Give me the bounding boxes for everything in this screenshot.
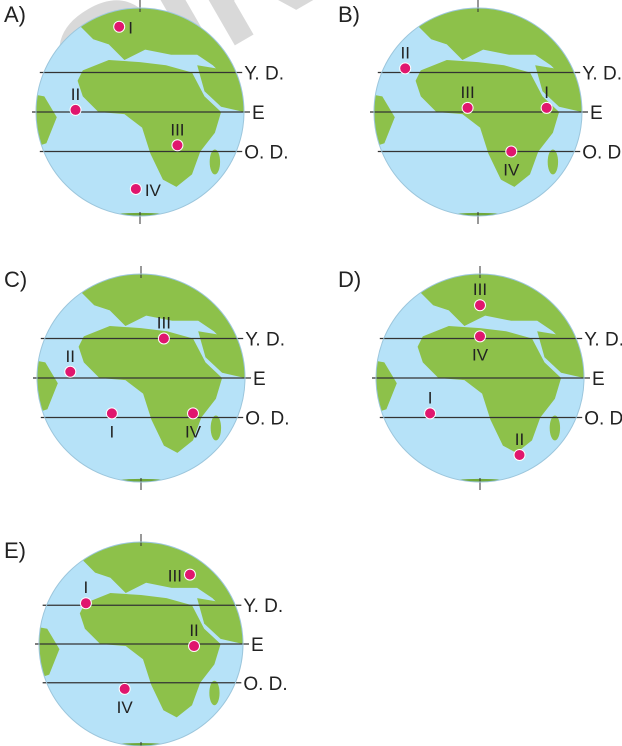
arabia-landmass <box>198 331 245 378</box>
globe-outline <box>35 7 245 217</box>
arabia-landmass <box>197 598 243 644</box>
option-c[interactable]: C) Y. D. E O. D. III II I IV <box>0 265 300 490</box>
africa-landmass <box>417 326 562 453</box>
africa-landmass <box>415 60 560 187</box>
marker-label-I: I <box>544 83 549 102</box>
marker-label-IV: IV <box>145 181 162 200</box>
option-a[interactable]: A) Y. D. E O. D. I II III IV <box>0 0 300 225</box>
globe-outline <box>38 541 244 746</box>
marker-I <box>113 20 126 33</box>
marker-label-III: III <box>157 313 171 332</box>
marker-II <box>513 448 526 461</box>
madagascar-landmass <box>210 415 222 441</box>
marker-II <box>188 640 201 653</box>
arabia-landmass <box>197 65 244 112</box>
marker-I <box>540 101 553 114</box>
marker-label-II: II <box>400 43 409 62</box>
arabia-landmass <box>535 65 582 112</box>
marker-label-I: I <box>84 578 89 597</box>
africa-landmass <box>78 326 223 453</box>
marker-IV <box>474 330 486 343</box>
madagascar-landmass <box>209 149 221 175</box>
latitude-label-south: O. D. <box>582 143 622 164</box>
marker-II <box>64 365 77 378</box>
africa-landmass <box>77 60 222 187</box>
marker-label-II: II <box>189 621 198 640</box>
marker-I <box>105 407 118 420</box>
latitude-label-equator: E <box>253 369 266 390</box>
madagascar-landmass <box>547 149 559 175</box>
marker-IV <box>187 407 199 420</box>
marker-II <box>69 103 82 116</box>
latitude-label-south: O. D. <box>245 409 289 430</box>
latitude-label-south: O. D. <box>243 674 287 695</box>
option-label: E) <box>4 538 26 563</box>
marker-label-III: III <box>473 280 487 299</box>
globe-outline <box>373 7 583 217</box>
south-america-landmass <box>37 357 58 420</box>
marker-III <box>474 299 486 312</box>
globe-outline <box>375 273 585 483</box>
marker-III <box>461 101 474 114</box>
madagascar-landmass <box>549 415 561 441</box>
latitude-label-north: Y. D. <box>244 63 284 84</box>
marker-label-IV: IV <box>503 161 520 180</box>
marker-label-III: III <box>461 83 475 102</box>
latitude-label-north: Y. D. <box>584 329 622 350</box>
option-e[interactable]: E) Y. D. E O. D. III I II IV <box>0 530 300 746</box>
latitude-label-equator: E <box>592 369 605 390</box>
marker-label-I: I <box>110 422 115 441</box>
marker-label-IV: IV <box>185 422 202 441</box>
arabia-landmass <box>537 331 584 378</box>
marker-label-IV: IV <box>117 698 134 717</box>
latitude-label-north: Y. D. <box>245 329 285 350</box>
south-america-landmass <box>36 91 57 154</box>
latitude-label-equator: E <box>252 103 265 124</box>
marker-label-II: II <box>515 430 524 449</box>
marker-III <box>157 332 170 345</box>
marker-label-IV: IV <box>472 345 489 364</box>
marker-I <box>424 407 437 420</box>
africa-landmass <box>79 593 221 718</box>
marker-label-II: II <box>71 85 80 104</box>
marker-III <box>183 568 196 581</box>
globe-outline <box>36 273 246 483</box>
latitude-label-equator: E <box>590 103 603 124</box>
marker-label-II: II <box>66 347 75 366</box>
marker-label-I: I <box>428 388 433 407</box>
option-label: D) <box>338 267 362 292</box>
madagascar-landmass <box>209 680 220 706</box>
option-label: C) <box>4 267 28 292</box>
latitude-label-north: Y. D. <box>582 63 622 84</box>
latitude-label-north: Y. D. <box>243 596 283 617</box>
marker-III <box>171 139 184 152</box>
marker-IV <box>118 682 131 695</box>
marker-IV <box>129 182 142 195</box>
marker-IV <box>505 145 518 158</box>
marker-label-III: III <box>168 567 182 586</box>
option-label: B) <box>338 2 360 27</box>
marker-II <box>399 62 412 75</box>
latitude-label-south: O. D. <box>584 409 622 430</box>
marker-I <box>79 597 92 610</box>
latitude-label-equator: E <box>251 635 264 656</box>
option-label: A) <box>4 2 26 27</box>
latitude-label-south: O. D. <box>244 143 288 164</box>
marker-label-I: I <box>128 19 133 38</box>
marker-label-III: III <box>170 120 184 139</box>
